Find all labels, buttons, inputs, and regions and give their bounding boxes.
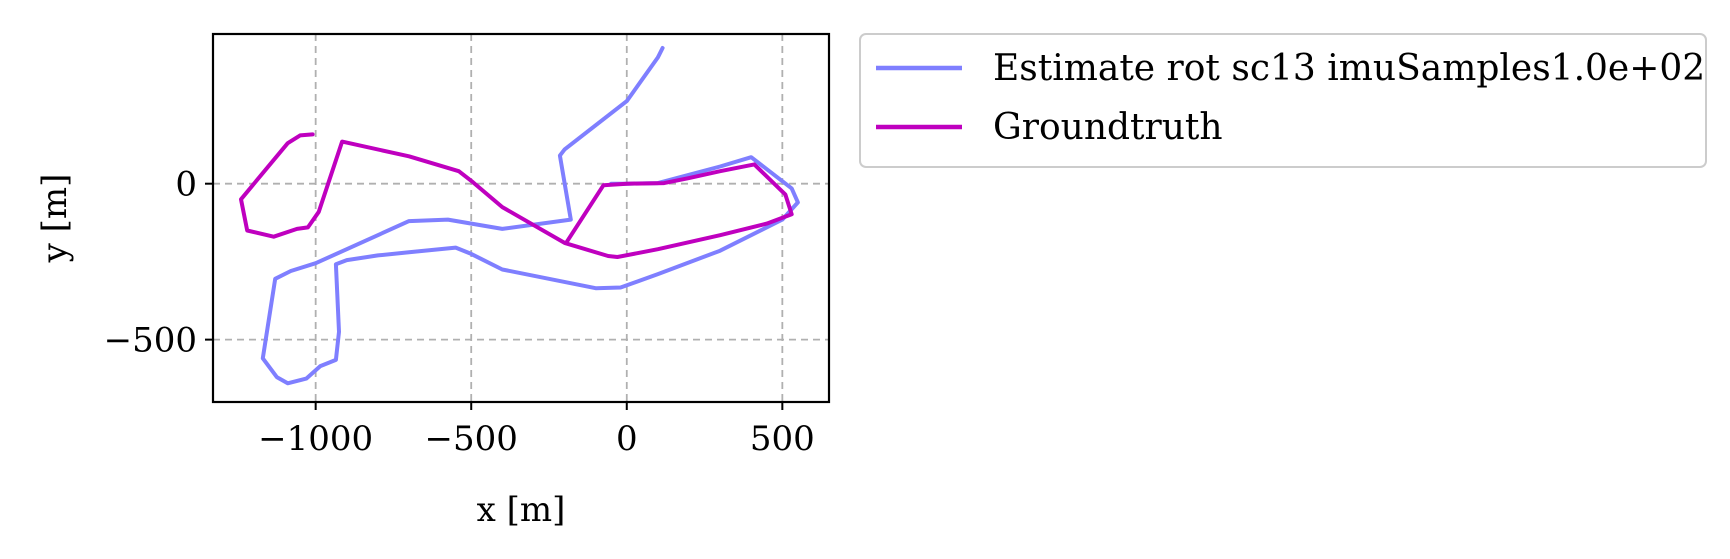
y-tick-label: 0 bbox=[175, 165, 197, 205]
x-tick-label: 0 bbox=[616, 419, 638, 459]
y-tick-label: −500 bbox=[104, 321, 197, 361]
series-layer bbox=[239, 46, 800, 386]
grid-lines bbox=[213, 34, 829, 402]
plot-area: −1000 −500 0 500 −500 0 bbox=[104, 32, 831, 459]
x-tick-label: −500 bbox=[425, 419, 518, 459]
legend-frame bbox=[859, 33, 1707, 168]
legend-label-estimate: Estimate rot sc13 imuSamples1.0e+02 bbox=[993, 48, 1705, 89]
x-axis-label: x [m] bbox=[477, 490, 566, 530]
series-line-estimate bbox=[260, 46, 800, 386]
x-tick-label: 500 bbox=[750, 419, 815, 459]
y-axis-label: y [m] bbox=[35, 174, 75, 264]
legend: Estimate rot sc13 imuSamples1.0e+02 Grou… bbox=[859, 33, 1707, 168]
series-line-groundtruth bbox=[239, 132, 794, 259]
legend-label-groundtruth: Groundtruth bbox=[993, 107, 1223, 148]
x-tick-label: −1000 bbox=[258, 419, 373, 459]
axis-ticks: −1000 −500 0 500 −500 0 bbox=[104, 165, 815, 459]
plot-frame bbox=[211, 32, 831, 404]
